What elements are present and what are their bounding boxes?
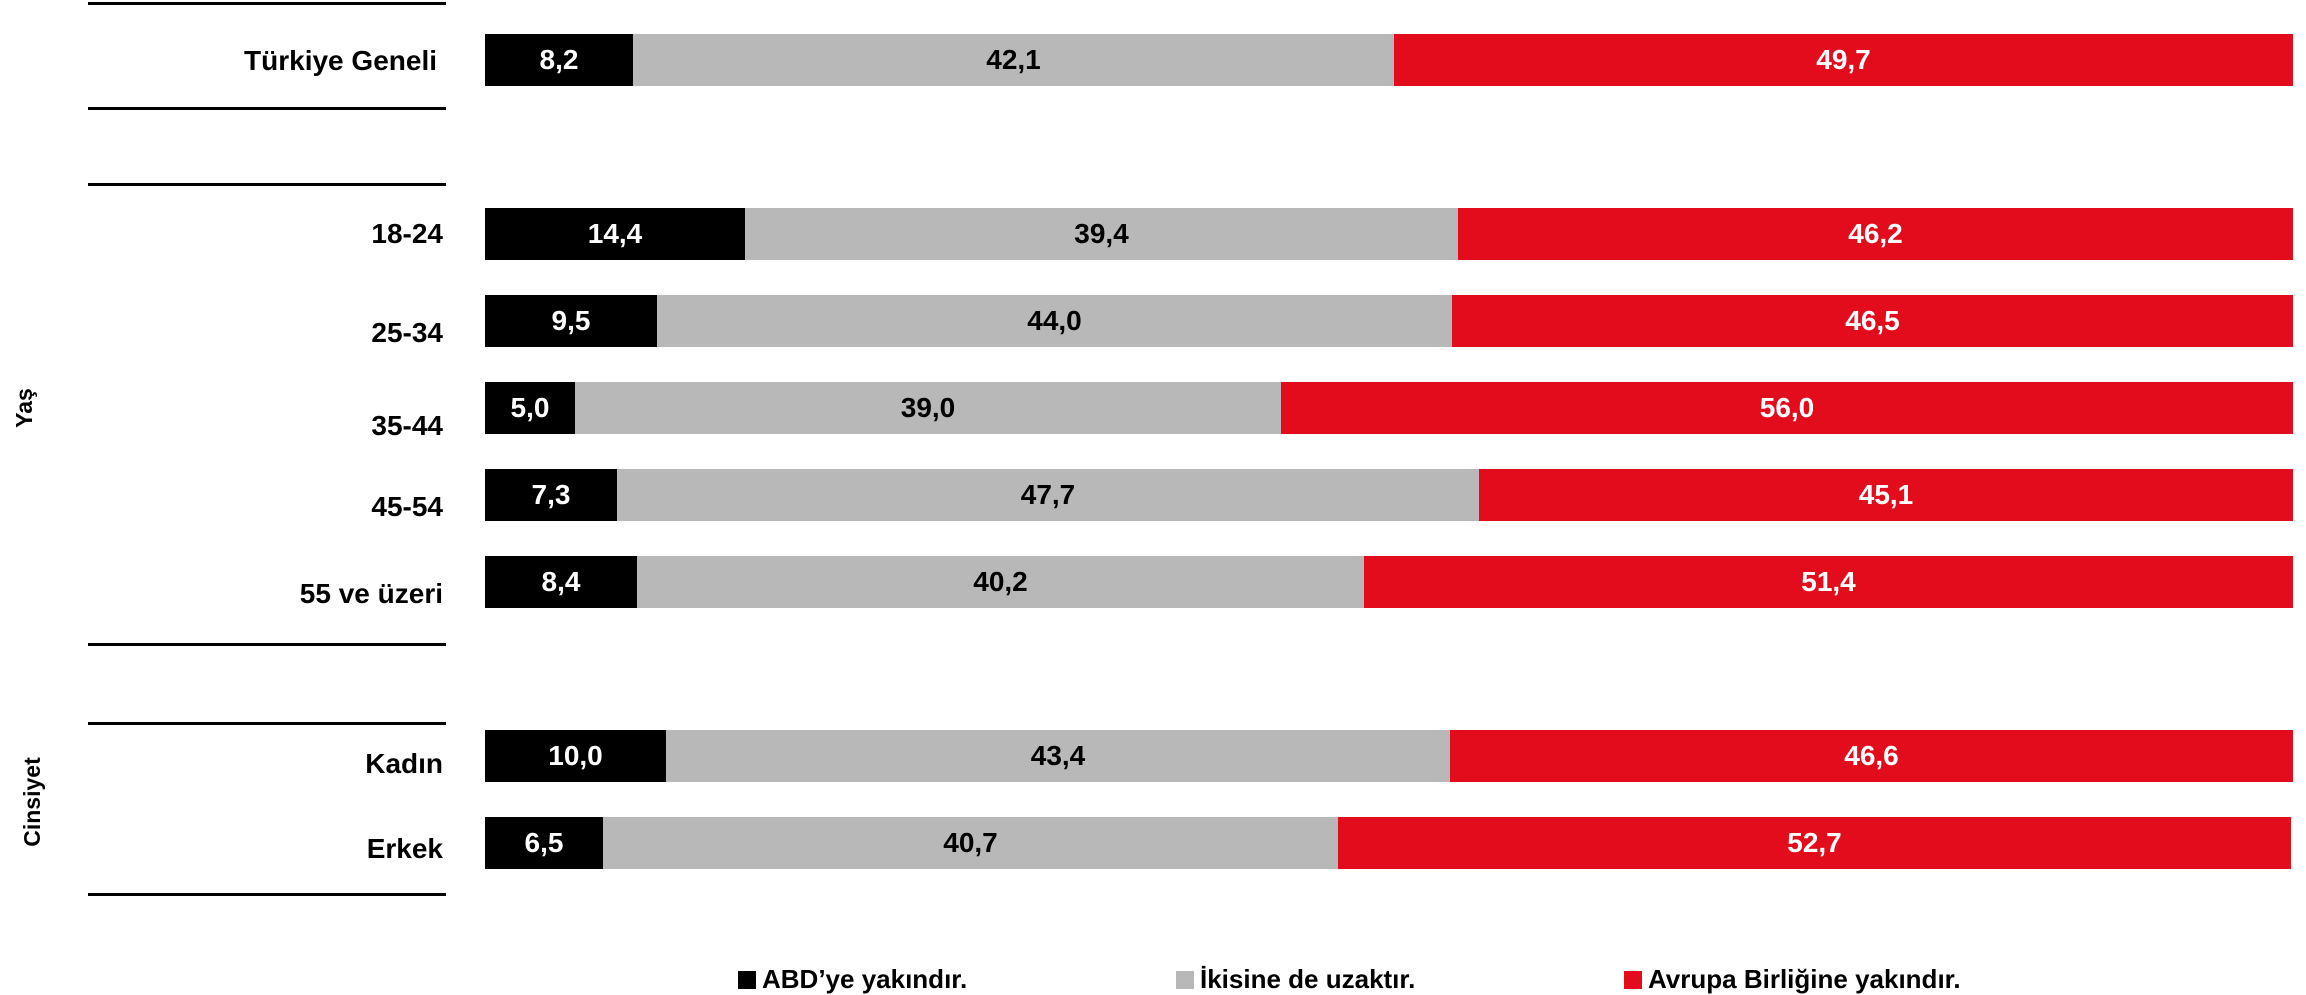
bar-segment: 45,1 [1479, 469, 2293, 521]
separator-line [88, 893, 446, 896]
bar-segment: 8,4 [485, 556, 637, 608]
bar-segment: 40,7 [603, 817, 1338, 869]
bar-segment: 43,4 [666, 730, 1450, 782]
bar-segment: 10,0 [485, 730, 666, 782]
bar-segment: 39,4 [745, 208, 1458, 260]
bar-row: 7,3 47,7 45,1 [485, 469, 2293, 521]
bar-segment: 9,5 [485, 295, 657, 347]
legend-item-ab: Avrupa Birliğine yakındır. [1624, 964, 1961, 995]
legend-label-abd: ABD’ye yakındır. [762, 964, 968, 994]
bar-segment: 47,7 [617, 469, 1479, 521]
bar-row: 8,4 40,2 51,4 [485, 556, 2293, 608]
legend-swatch-ikisine [1176, 970, 1194, 989]
row-label-kadin: Kadın [365, 748, 443, 779]
legend: ABD’ye yakındır. İkisine de uzaktır. Avr… [0, 964, 2306, 994]
separator-line [88, 2, 446, 5]
row-label-55-ve-uzeri: 55 ve üzeri [299, 578, 443, 609]
bar-segment: 44,0 [657, 295, 1452, 347]
legend-swatch-ab [1624, 970, 1642, 989]
row-label-45-54: 45-54 [371, 491, 443, 522]
group-label-cinsiyet: Cinsiyet [19, 757, 45, 847]
bar-row: 6,5 40,7 52,7 [485, 817, 2293, 869]
bar-segment: 39,0 [575, 382, 1281, 434]
row-label-erkek: Erkek [366, 833, 443, 864]
bar-row: 8,2 42,1 49,7 [485, 34, 2293, 86]
bar-segment: 7,3 [485, 469, 617, 521]
bar-segment: 8,2 [485, 34, 633, 86]
separator-line [88, 643, 446, 646]
legend-item-ikisine: İkisine de uzaktır. [1176, 964, 1415, 995]
bar-row: 9,5 44,0 46,5 [485, 295, 2293, 347]
bar-row: 10,0 43,4 46,6 [485, 730, 2293, 782]
separator-line [88, 107, 446, 110]
bar-segment: 52,7 [1338, 817, 2291, 869]
bar-segment: 49,7 [1394, 34, 2293, 86]
bar-segment: 6,5 [485, 817, 603, 869]
bar-segment: 46,2 [1458, 208, 2293, 260]
row-label-25-34: 25-34 [371, 317, 443, 348]
row-label-35-44: 35-44 [371, 410, 443, 441]
bar-segment: 51,4 [1364, 556, 2293, 608]
bar-row: 14,4 39,4 46,2 [485, 208, 2293, 260]
legend-item-abd: ABD’ye yakındır. [738, 964, 967, 995]
legend-label-ab: Avrupa Birliğine yakındır. [1648, 964, 1961, 994]
separator-line [88, 722, 446, 725]
row-label-18-24: 18-24 [371, 218, 443, 249]
bar-segment: 46,6 [1450, 730, 2293, 782]
bar-row: 5,0 39,0 56,0 [485, 382, 2293, 434]
bar-segment: 46,5 [1452, 295, 2293, 347]
bar-segment: 56,0 [1281, 382, 2293, 434]
row-label-turkiye-geneli: Türkiye Geneli [244, 45, 437, 76]
group-label-yas: Yaş [11, 388, 37, 428]
bar-segment: 40,2 [637, 556, 1364, 608]
bar-segment: 14,4 [485, 208, 745, 260]
bar-segment: 5,0 [485, 382, 575, 434]
legend-label-ikisine: İkisine de uzaktır. [1200, 964, 1416, 994]
legend-swatch-abd [738, 970, 756, 989]
bar-segment: 42,1 [633, 34, 1394, 86]
separator-line [88, 183, 446, 186]
